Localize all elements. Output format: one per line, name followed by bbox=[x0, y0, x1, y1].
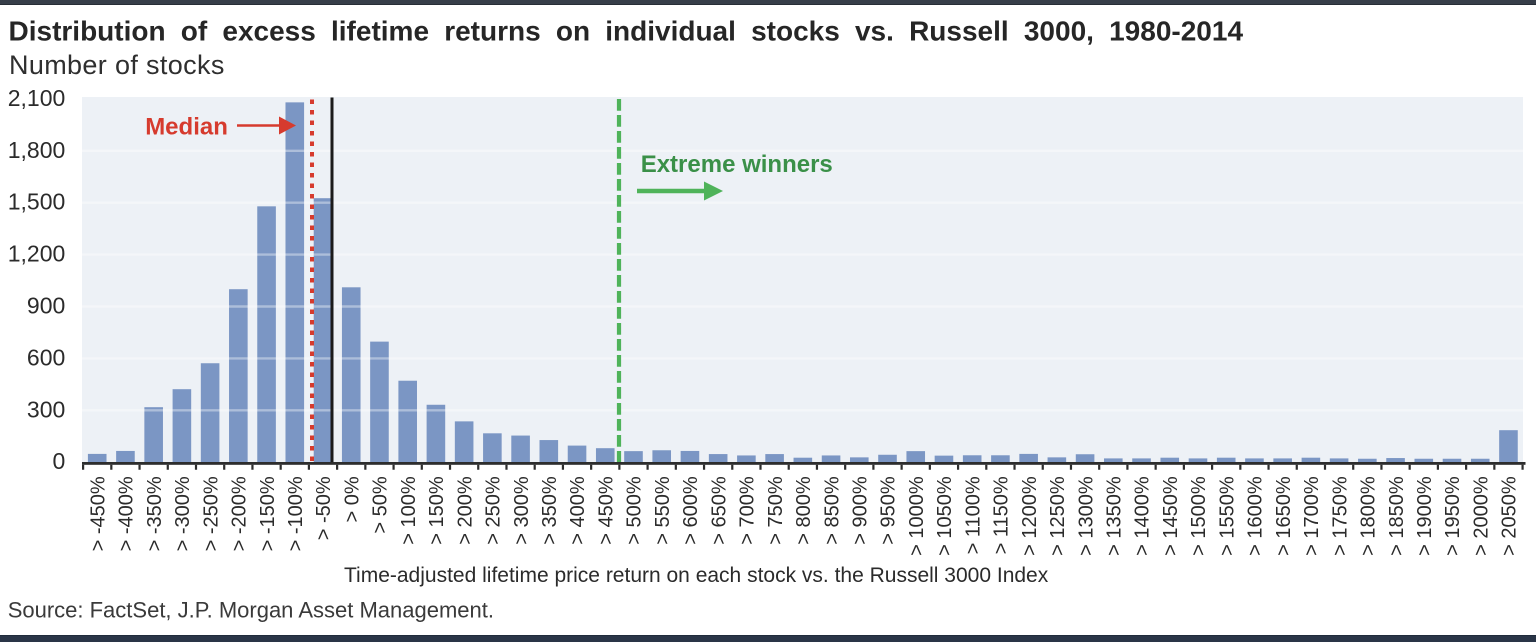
svg-text:> 600%: > 600% bbox=[680, 476, 702, 545]
svg-text:> 300%: > 300% bbox=[511, 476, 533, 545]
svg-text:> 100%: > 100% bbox=[398, 476, 420, 545]
svg-text:> 1400%: > 1400% bbox=[1132, 476, 1154, 556]
svg-text:> 750%: > 750% bbox=[765, 476, 787, 545]
svg-text:> 800%: > 800% bbox=[793, 476, 815, 545]
svg-text:> 1550%: > 1550% bbox=[1216, 476, 1238, 556]
svg-text:0: 0 bbox=[53, 448, 66, 474]
svg-text:Extreme winners: Extreme winners bbox=[641, 151, 833, 178]
svg-text:> 1950%: > 1950% bbox=[1442, 476, 1464, 556]
svg-text:Source: FactSet, J.P. Morgan A: Source: FactSet, J.P. Morgan Asset Manag… bbox=[8, 598, 494, 623]
svg-text:> 1200%: > 1200% bbox=[1019, 476, 1041, 556]
svg-text:> 1350%: > 1350% bbox=[1104, 476, 1126, 556]
svg-text:> 650%: > 650% bbox=[708, 476, 730, 545]
svg-text:> -100%: > -100% bbox=[285, 476, 307, 551]
svg-text:> 1650%: > 1650% bbox=[1273, 476, 1295, 556]
svg-text:> 2000%: > 2000% bbox=[1470, 476, 1492, 556]
svg-text:> 500%: > 500% bbox=[624, 476, 646, 545]
svg-text:> 1000%: > 1000% bbox=[906, 476, 928, 556]
svg-text:Distribution of excess lifetim: Distribution of excess lifetime returns … bbox=[9, 16, 1244, 47]
svg-text:> 1100%: > 1100% bbox=[962, 476, 984, 554]
svg-text:> 700%: > 700% bbox=[737, 476, 759, 545]
svg-text:> 1300%: > 1300% bbox=[1075, 476, 1097, 556]
svg-text:> 1250%: > 1250% bbox=[1047, 476, 1069, 556]
svg-text:> 200%: > 200% bbox=[454, 476, 476, 545]
svg-text:> -50%: > -50% bbox=[313, 476, 335, 540]
svg-text:> -450%: > -450% bbox=[87, 476, 109, 551]
svg-text:900: 900 bbox=[27, 293, 65, 319]
svg-text:> 1150%: > 1150% bbox=[991, 476, 1013, 554]
svg-text:> 250%: > 250% bbox=[483, 476, 505, 545]
svg-text:> 450%: > 450% bbox=[595, 476, 617, 545]
svg-text:> 1700%: > 1700% bbox=[1301, 476, 1323, 556]
svg-text:Median: Median bbox=[145, 114, 228, 141]
svg-text:> 2050%: > 2050% bbox=[1499, 476, 1521, 556]
svg-text:> 1500%: > 1500% bbox=[1188, 476, 1210, 556]
svg-text:600: 600 bbox=[27, 344, 65, 370]
svg-text:Time-adjusted lifetime price r: Time-adjusted lifetime price return on e… bbox=[344, 564, 1049, 587]
svg-text:> 950%: > 950% bbox=[878, 476, 900, 545]
svg-text:2,100: 2,100 bbox=[8, 85, 66, 111]
svg-text:> 550%: > 550% bbox=[652, 476, 674, 545]
svg-text:> 1850%: > 1850% bbox=[1386, 476, 1408, 556]
svg-text:1,200: 1,200 bbox=[8, 241, 66, 267]
svg-text:> 1050%: > 1050% bbox=[934, 476, 956, 556]
svg-text:> 850%: > 850% bbox=[821, 476, 843, 545]
svg-text:> -350%: > -350% bbox=[144, 476, 166, 551]
svg-text:> 50%: > 50% bbox=[370, 476, 392, 533]
svg-text:> 350%: > 350% bbox=[539, 476, 561, 545]
svg-text:1,800: 1,800 bbox=[8, 137, 66, 163]
svg-text:Number of stocks: Number of stocks bbox=[9, 50, 225, 80]
svg-text:> 150%: > 150% bbox=[426, 476, 448, 545]
svg-text:> -250%: > -250% bbox=[200, 476, 222, 551]
svg-text:> 1750%: > 1750% bbox=[1329, 476, 1351, 556]
svg-text:300: 300 bbox=[27, 396, 65, 422]
svg-text:> 1800%: > 1800% bbox=[1358, 476, 1380, 556]
svg-text:> -200%: > -200% bbox=[229, 476, 251, 551]
svg-text:> 1900%: > 1900% bbox=[1414, 476, 1436, 556]
svg-text:1,500: 1,500 bbox=[8, 189, 66, 215]
svg-text:> 1600%: > 1600% bbox=[1245, 476, 1267, 556]
svg-text:> 0%: > 0% bbox=[341, 476, 363, 522]
svg-text:> 1450%: > 1450% bbox=[1160, 476, 1182, 556]
svg-text:> -400%: > -400% bbox=[116, 476, 138, 551]
svg-text:> 400%: > 400% bbox=[567, 476, 589, 545]
svg-text:> -150%: > -150% bbox=[257, 476, 279, 551]
svg-text:> -300%: > -300% bbox=[172, 476, 194, 551]
svg-text:> 900%: > 900% bbox=[849, 476, 871, 545]
